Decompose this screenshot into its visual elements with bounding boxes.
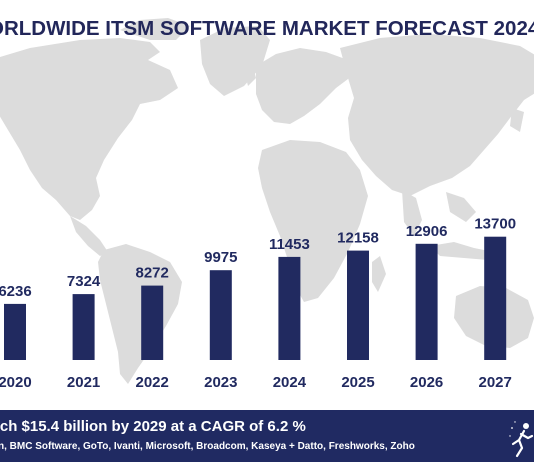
runner-logo-icon xyxy=(509,421,534,458)
x-tick-label-2023: 2023 xyxy=(204,374,237,391)
x-tick-label-2022: 2022 xyxy=(136,374,169,391)
bar-2020 xyxy=(4,303,26,360)
bar-2024 xyxy=(278,256,301,360)
value-label-2024: 11453 xyxy=(269,236,310,253)
x-tick-label-2025: 2025 xyxy=(341,374,374,391)
footer-banner: o reach $15.4 billion by 2029 at a CAGR … xyxy=(0,410,534,462)
x-tick-label-2024: 2024 xyxy=(273,374,307,391)
bar-2021 xyxy=(72,294,95,360)
x-tick-label-2026: 2026 xyxy=(410,374,443,391)
value-label-2023: 9975 xyxy=(204,249,237,266)
footer-vendors-list: n, BMC Software, GoTo, Ivanti, Microsoft… xyxy=(0,441,415,452)
bar-chart: 6236 7324 8272 9975 11453 12158 12906 13700 202… xyxy=(0,18,534,391)
value-label-2026: 12906 xyxy=(406,223,448,240)
chart-header: ORLDWIDE ITSM SOFTWARE MARKET FORECAST 2… xyxy=(0,0,534,64)
footer-headline: o reach $15.4 billion by 2029 at a CAGR … xyxy=(0,418,306,435)
bar-2023 xyxy=(209,270,232,360)
value-label-2021: 7324 xyxy=(67,273,101,290)
x-tick-labels-layer: 2020 2021 2022 2023 2024 2025 2026 2027 xyxy=(0,374,512,391)
x-tick-label-2027: 2027 xyxy=(479,374,512,391)
value-label-2027: 13700 xyxy=(474,216,516,233)
chart-area: 6236 7324 8272 9975 11453 12158 12906 13700 202… xyxy=(0,18,534,391)
value-label-2022: 8272 xyxy=(136,265,169,282)
bars-layer xyxy=(4,236,507,360)
x-tick-label-2021: 2021 xyxy=(67,374,100,391)
bar-2025 xyxy=(347,250,369,360)
x-tick-label-2020: 2020 xyxy=(0,374,32,391)
world-map-background xyxy=(0,18,534,384)
value-labels-layer: 6236 7324 8272 9975 11453 12158 12906 13700 xyxy=(0,216,516,300)
chart-title: ORLDWIDE ITSM SOFTWARE MARKET FORECAST 2… xyxy=(0,17,534,40)
bar-2027 xyxy=(484,236,507,360)
bar-2022 xyxy=(141,285,164,360)
value-label-2020: 6236 xyxy=(0,283,32,300)
bar-2026 xyxy=(415,243,438,360)
value-label-2025: 12158 xyxy=(337,230,379,247)
